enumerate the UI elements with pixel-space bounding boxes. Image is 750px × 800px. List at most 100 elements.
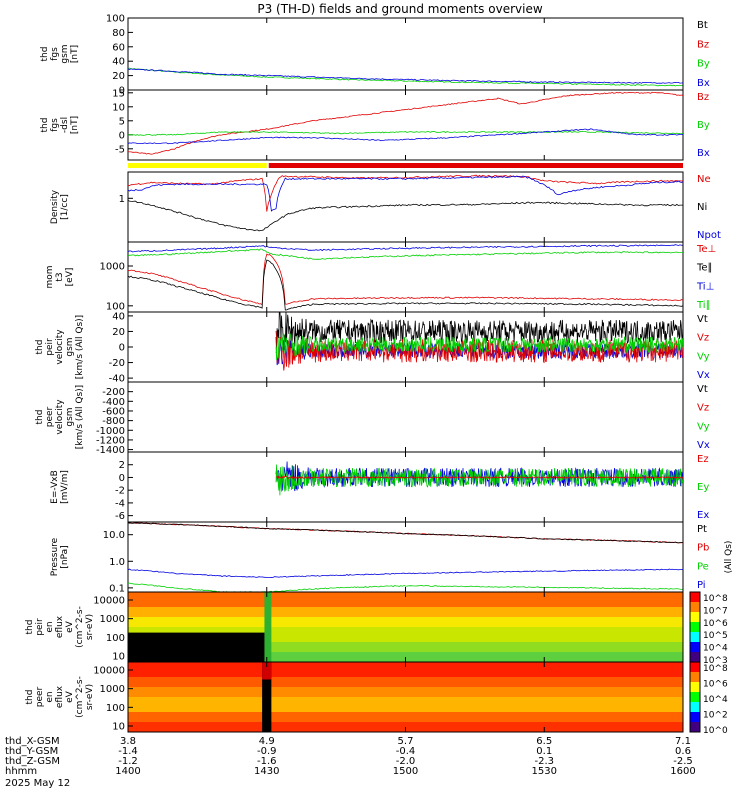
panel-frame bbox=[127, 381, 684, 453]
ephemeris-value: 6.5 bbox=[536, 736, 552, 747]
series-red bbox=[128, 174, 683, 212]
panel-9: 10^8 10^7 10^6 10^5 10^4 10^3 10000 1000 100 10 th… bbox=[25, 591, 728, 666]
y-axis-label: eV bbox=[65, 620, 75, 633]
heatmap-dark-region bbox=[128, 632, 267, 662]
y-axis-label: [nT] bbox=[70, 45, 80, 63]
heatmap-band bbox=[128, 697, 683, 703]
legend-entry: Ni bbox=[697, 202, 707, 213]
y-tick-label: -6 bbox=[115, 511, 125, 522]
y-tick-label: 1000 bbox=[100, 614, 125, 625]
y-axis-label: en bbox=[45, 621, 55, 632]
legend-entry: Ex bbox=[697, 510, 709, 521]
colorbar-label: 10^0 bbox=[703, 726, 728, 736]
panel-6: -200-400-600-800-1000-1200-1400 thd peer ve… bbox=[35, 381, 710, 456]
y-tick-label: 1000 bbox=[100, 261, 125, 272]
series-blue bbox=[128, 568, 683, 578]
y-axis-label: mom bbox=[45, 265, 55, 288]
heatmap-band bbox=[128, 672, 683, 678]
y-tick-label: -2 bbox=[115, 486, 125, 497]
series-blue bbox=[275, 336, 683, 366]
ephemeris-value: -2.0 bbox=[396, 756, 416, 767]
series-red bbox=[128, 253, 683, 306]
colorbar-segment bbox=[690, 702, 700, 713]
heatmap-band bbox=[128, 682, 683, 688]
y-axis-label: peer bbox=[45, 406, 55, 427]
panel-frame bbox=[127, 451, 684, 523]
y-axis-label: fgs bbox=[50, 118, 60, 132]
ephemeris-value: 0.1 bbox=[536, 746, 552, 757]
heatmap-band bbox=[128, 602, 683, 608]
heatmap-band bbox=[128, 617, 683, 623]
y-tick-label: -5 bbox=[115, 144, 125, 155]
panel-frame bbox=[127, 89, 684, 161]
y-axis-label: thd bbox=[25, 690, 35, 705]
legend-entry: Bz bbox=[697, 39, 709, 50]
y-axis-label: gsm bbox=[65, 407, 75, 426]
y-tick-label: -200 bbox=[102, 387, 125, 398]
y-axis-label: t3 bbox=[55, 272, 65, 281]
colorbar-segment bbox=[690, 592, 700, 603]
right-label: (All Qs) bbox=[724, 541, 734, 574]
y-tick-label: -40 bbox=[109, 374, 125, 385]
chart-title: P3 (TH-D) fields and ground moments over… bbox=[257, 2, 542, 16]
heatmap-gap-top bbox=[262, 662, 272, 680]
colorbar-label: 10^8 bbox=[703, 664, 728, 674]
ephemeris-row-label: thd_X-GSM bbox=[5, 736, 60, 747]
colorbar-segment bbox=[690, 622, 700, 633]
series-black bbox=[275, 312, 683, 354]
panel-frame bbox=[127, 521, 684, 593]
legend-entry: Bx bbox=[697, 78, 710, 89]
panel-10: 10^8 10^6 10^4 10^2 10^0 10000 1000 100 10 thd pee… bbox=[25, 661, 728, 736]
colorbar-segment bbox=[690, 602, 700, 613]
heatmap-band bbox=[128, 607, 683, 613]
y-tick-label: -20 bbox=[109, 358, 125, 369]
legend-entry: Vz bbox=[697, 333, 709, 344]
y-tick-label: 10 bbox=[112, 652, 125, 663]
colorbar-segment bbox=[690, 682, 700, 693]
colorbar-label: 10^4 bbox=[703, 695, 728, 705]
series-group bbox=[128, 174, 683, 232]
legend-entry: By bbox=[697, 59, 710, 70]
ephemeris-value: 4.9 bbox=[259, 736, 275, 747]
ephemeris-value: 3.8 bbox=[120, 736, 136, 747]
y-tick-label: -600 bbox=[102, 406, 125, 417]
legend-entry: Vx bbox=[697, 370, 710, 381]
y-axis-label: [1/cc] bbox=[60, 194, 70, 220]
heatmap-band bbox=[128, 677, 683, 683]
colorbar-segment bbox=[690, 712, 700, 723]
legend-entry: Pi bbox=[697, 580, 706, 591]
colorbar-label: 10^2 bbox=[703, 711, 728, 721]
series-green bbox=[128, 131, 683, 136]
colorbar-segment bbox=[690, 632, 700, 643]
y-tick-label: 0 bbox=[119, 473, 125, 484]
ephemeris-value: -1.6 bbox=[257, 756, 277, 767]
y-tick-label: 10.0 bbox=[103, 530, 125, 541]
y-axis-label: sr-eV) bbox=[85, 684, 95, 710]
y-tick-label: 60 bbox=[112, 42, 125, 53]
y-axis-label: Density bbox=[50, 189, 60, 224]
legend-entry: Vx bbox=[697, 440, 710, 451]
heatmap-band bbox=[128, 712, 683, 718]
heatmap-band bbox=[128, 722, 683, 728]
colorbar-label: 10^6 bbox=[703, 619, 728, 629]
panel-4: 1000 100 mom t3 [eV] Te⊥ Te∥ Ti⊥ Ti∥ bbox=[45, 241, 716, 313]
legend-entry: Ey bbox=[697, 482, 709, 493]
heatmap-band bbox=[128, 707, 683, 713]
y-axis-label: [km/s (All Qs)] bbox=[75, 315, 85, 379]
colorbar-segment bbox=[690, 612, 700, 623]
y-axis-label: eV bbox=[65, 690, 75, 703]
legend-entry: Bt bbox=[697, 20, 708, 31]
y-tick-label: -4 bbox=[115, 498, 125, 509]
legend-entry: Npot bbox=[697, 230, 721, 241]
legend-entry: Ti⊥ bbox=[696, 281, 714, 292]
legend-entry: Te∥ bbox=[696, 263, 713, 274]
y-axis-label: [km/s (All Qs)] bbox=[75, 385, 85, 449]
y-axis-label: gsm bbox=[60, 44, 70, 63]
heatmap-band bbox=[128, 717, 683, 723]
y-axis-label: thd bbox=[25, 620, 35, 635]
legend-entry: Vt bbox=[697, 314, 708, 325]
legend-entry: Te⊥ bbox=[696, 244, 716, 255]
series-group bbox=[128, 91, 683, 155]
legend-entry: Ti∥ bbox=[696, 300, 711, 311]
